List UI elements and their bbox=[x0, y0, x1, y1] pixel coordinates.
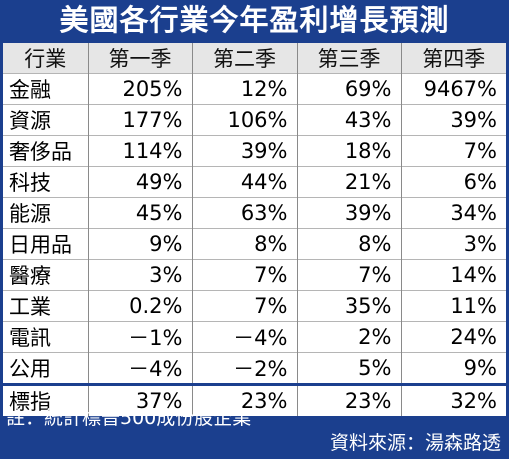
cell-q2: 44% bbox=[191, 166, 297, 198]
cell-q4: 3% bbox=[400, 228, 506, 260]
cell-q2: －4% bbox=[191, 321, 297, 353]
earnings-growth-table: 行業 第一季 第二季 第三季 第四季 金融 205% 12% 69% 9467%… bbox=[3, 43, 506, 416]
cell-q1: －4% bbox=[87, 352, 192, 385]
total-row-label: 標指 bbox=[3, 383, 88, 416]
header-industry: 行業 bbox=[3, 43, 88, 74]
cell-q2: 12% bbox=[191, 73, 297, 105]
cell-q1: 45% bbox=[87, 197, 192, 229]
cell-q1: 49% bbox=[87, 166, 192, 198]
cell-q4: 6% bbox=[400, 166, 506, 198]
cell-q4: 9% bbox=[400, 352, 506, 385]
cell-q1: 3% bbox=[87, 259, 192, 291]
cell-q1: －1% bbox=[87, 321, 192, 353]
cell-q4: 7% bbox=[400, 135, 506, 167]
cell-q3: 39% bbox=[296, 197, 401, 229]
cell-q2: 63% bbox=[191, 197, 297, 229]
cell-q2: 39% bbox=[191, 135, 297, 167]
cell-q3: 35% bbox=[296, 290, 401, 322]
table-row: 資源 177% 106% 43% 39% bbox=[3, 104, 506, 136]
header-q2: 第二季 bbox=[191, 43, 297, 74]
total-cell-q3: 23% bbox=[296, 383, 401, 416]
cell-q2: 7% bbox=[191, 290, 297, 322]
cell-q2: 106% bbox=[191, 104, 297, 136]
page-title: 美國各行業今年盈利增長預測 bbox=[59, 3, 450, 37]
total-cell-q1: 37% bbox=[87, 383, 192, 416]
cell-q3: 69% bbox=[296, 73, 401, 105]
table-total-row: 標指 37% 23% 23% 32% bbox=[3, 383, 506, 416]
table-row: 日用品 9% 8% 8% 3% bbox=[3, 228, 506, 260]
cell-q4: 24% bbox=[400, 321, 506, 353]
cell-q3: 43% bbox=[296, 104, 401, 136]
footnote: 註：統計標普500成份股企業 bbox=[6, 407, 252, 429]
table-row: 工業 0.2% 7% 35% 11% bbox=[3, 290, 506, 322]
total-cell-q4: 32% bbox=[400, 383, 506, 416]
cell-q3: 2% bbox=[296, 321, 401, 353]
row-label: 醫療 bbox=[3, 259, 88, 291]
row-label: 科技 bbox=[3, 166, 88, 198]
table-row: 科技 49% 44% 21% 6% bbox=[3, 166, 506, 198]
cell-q4: 11% bbox=[400, 290, 506, 322]
cell-q3: 8% bbox=[296, 228, 401, 260]
cell-q3: 5% bbox=[296, 352, 401, 385]
table-row: 公用 －4% －2% 5% 9% bbox=[3, 352, 506, 385]
table-row: 能源 45% 63% 39% 34% bbox=[3, 197, 506, 229]
header-q3: 第三季 bbox=[296, 43, 401, 74]
row-label: 資源 bbox=[3, 104, 88, 136]
cell-q2: 7% bbox=[191, 259, 297, 291]
header-q1: 第一季 bbox=[87, 43, 192, 74]
cell-q3: 7% bbox=[296, 259, 401, 291]
table-row: 電訊 －1% －4% 2% 24% bbox=[3, 321, 506, 353]
table-row: 金融 205% 12% 69% 9467% bbox=[3, 73, 506, 105]
table-header-row: 行業 第一季 第二季 第三季 第四季 bbox=[3, 43, 506, 74]
row-label: 電訊 bbox=[3, 321, 88, 353]
cell-q1: 177% bbox=[87, 104, 192, 136]
cell-q4: 34% bbox=[400, 197, 506, 229]
table-row: 醫療 3% 7% 7% 14% bbox=[3, 259, 506, 291]
cell-q1: 114% bbox=[87, 135, 192, 167]
cell-q2: －2% bbox=[191, 352, 297, 385]
cell-q1: 9% bbox=[87, 228, 192, 260]
row-label: 工業 bbox=[3, 290, 88, 322]
row-label: 金融 bbox=[3, 73, 88, 105]
cell-q4: 9467% bbox=[400, 73, 506, 105]
row-label: 奢侈品 bbox=[3, 135, 88, 167]
cell-q4: 14% bbox=[400, 259, 506, 291]
total-cell-q2: 23% bbox=[191, 383, 297, 416]
table-row: 奢侈品 114% 39% 18% 7% bbox=[3, 135, 506, 167]
row-label: 能源 bbox=[3, 197, 88, 229]
cell-q4: 39% bbox=[400, 104, 506, 136]
cell-q2: 8% bbox=[191, 228, 297, 260]
cell-q3: 21% bbox=[296, 166, 401, 198]
cell-q1: 0.2% bbox=[87, 290, 192, 322]
row-label: 日用品 bbox=[3, 228, 88, 260]
cell-q3: 18% bbox=[296, 135, 401, 167]
source-credit: 資料來源：湯森路透 bbox=[329, 432, 501, 454]
row-label: 公用 bbox=[3, 352, 88, 385]
header-q4: 第四季 bbox=[400, 43, 506, 74]
cell-q1: 205% bbox=[87, 73, 192, 105]
